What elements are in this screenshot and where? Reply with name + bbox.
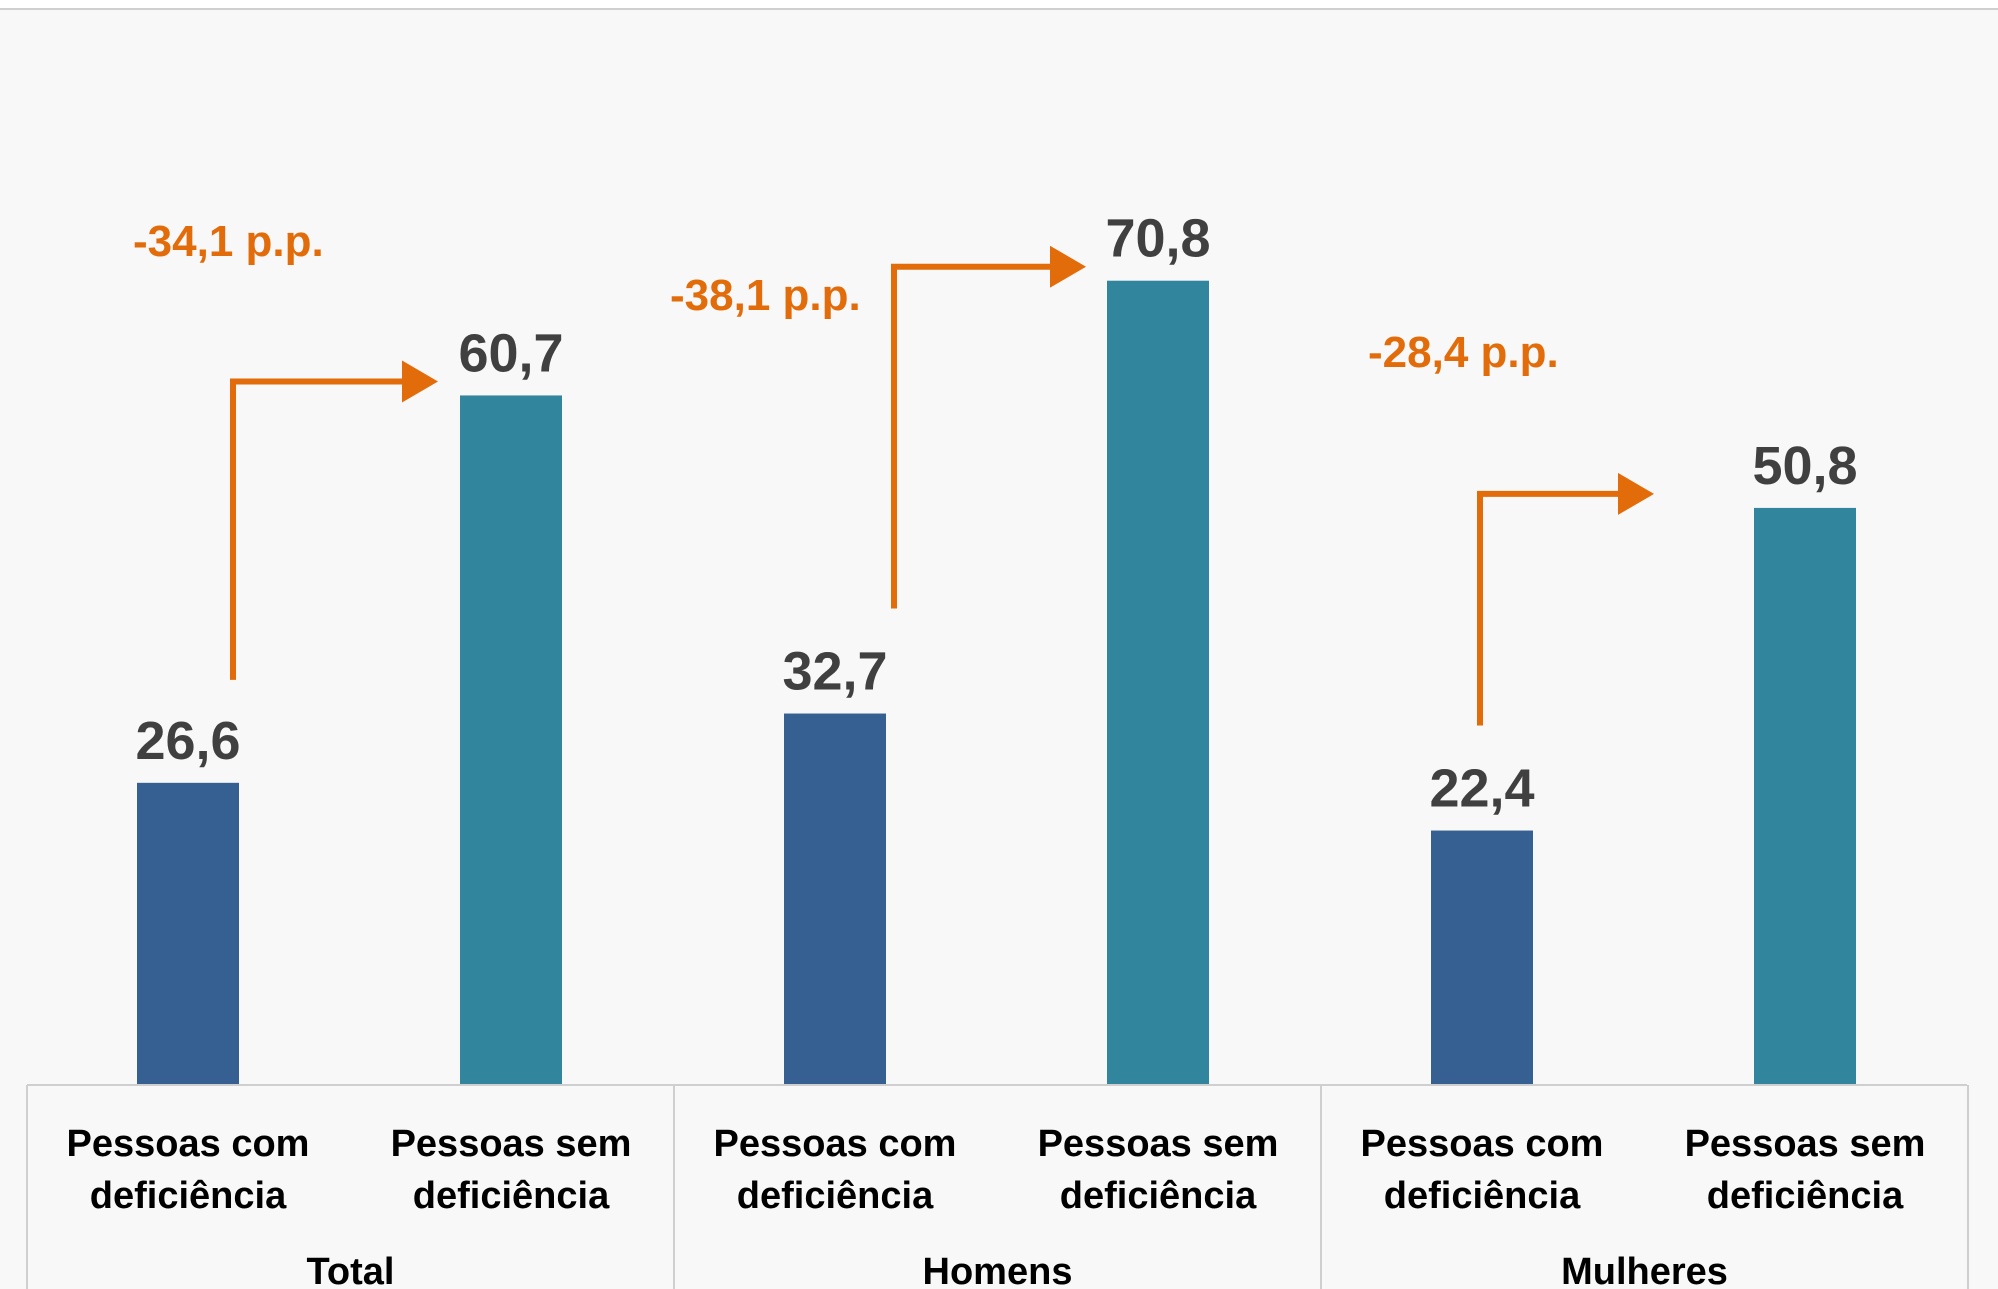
bar-sem-deficiencia-mulheres — [1754, 507, 1856, 1085]
value-label-homens-com: 32,7 — [782, 642, 887, 702]
bar-com-deficiencia-total — [137, 782, 239, 1085]
category-label-total-com-line1: Pessoas com — [67, 1123, 310, 1165]
arrows-layer — [230, 245, 1654, 726]
category-label-homens-com-line1: Pessoas com — [714, 1123, 957, 1165]
bars-layer — [137, 280, 1856, 1085]
bar-com-deficiencia-homens — [784, 713, 886, 1085]
category-label-mulheres-com-line1: Pessoas com — [1361, 1123, 1604, 1165]
value-label-mulheres-sem: 50,8 — [1752, 436, 1857, 496]
difference-arrow-total — [230, 360, 438, 680]
difference-arrow-homens — [891, 245, 1086, 609]
group-label-homens: Homens — [923, 1251, 1073, 1289]
labels-layer: 26,6 60,7 -34,1 p.p. 32,7 70,8 -38,1 p.p. 22,4… — [133, 209, 1858, 819]
difference-label-homens: -38,1 p.p. — [670, 271, 861, 320]
bar-com-deficiencia-mulheres — [1431, 830, 1533, 1085]
group-label-total: Total — [307, 1251, 395, 1289]
difference-arrow-mulheres — [1477, 472, 1654, 726]
value-label-mulheres-com: 22,4 — [1429, 759, 1534, 819]
value-label-total-sem: 60,7 — [458, 323, 563, 383]
category-axis: Pessoas com deficiência Pessoas sem deficiê… — [26, 1084, 1969, 1289]
category-label-mulheres-com-line2: deficiência — [1384, 1175, 1581, 1217]
top-strip — [0, 0, 1998, 10]
value-label-total-com: 26,6 — [135, 711, 240, 771]
category-label-mulheres-sem-line1: Pessoas sem — [1685, 1123, 1926, 1165]
category-label-total-com-line2: deficiência — [90, 1175, 287, 1217]
category-label-homens-com-line2: deficiência — [737, 1175, 934, 1217]
category-label-total-sem-line2: deficiência — [413, 1175, 610, 1217]
value-label-homens-sem: 70,8 — [1105, 209, 1210, 269]
category-label-mulheres-sem-line2: deficiência — [1707, 1175, 1904, 1217]
group-label-mulheres: Mulheres — [1561, 1251, 1728, 1289]
category-label-homens-sem-line2: deficiência — [1060, 1175, 1257, 1217]
difference-label-total: -34,1 p.p. — [133, 217, 324, 266]
category-label-homens-sem-line1: Pessoas sem — [1038, 1123, 1279, 1165]
category-label-total-sem-line1: Pessoas sem — [391, 1123, 632, 1165]
bar-sem-deficiencia-total — [460, 395, 562, 1085]
difference-label-mulheres: -28,4 p.p. — [1368, 328, 1559, 377]
bar-sem-deficiencia-homens — [1107, 280, 1209, 1085]
